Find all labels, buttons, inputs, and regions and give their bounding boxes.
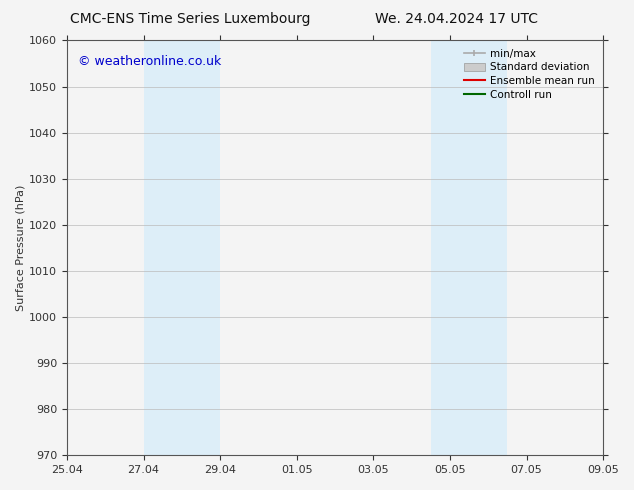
- Bar: [144, 41, 220, 455]
- Y-axis label: Surface Pressure (hPa): Surface Pressure (hPa): [15, 185, 25, 311]
- Text: We. 24.04.2024 17 UTC: We. 24.04.2024 17 UTC: [375, 12, 538, 26]
- Text: © weatheronline.co.uk: © weatheronline.co.uk: [78, 55, 221, 68]
- Bar: [431, 41, 507, 455]
- Legend: min/max, Standard deviation, Ensemble mean run, Controll run: min/max, Standard deviation, Ensemble me…: [461, 46, 598, 103]
- Text: CMC-ENS Time Series Luxembourg: CMC-ENS Time Series Luxembourg: [70, 12, 311, 26]
